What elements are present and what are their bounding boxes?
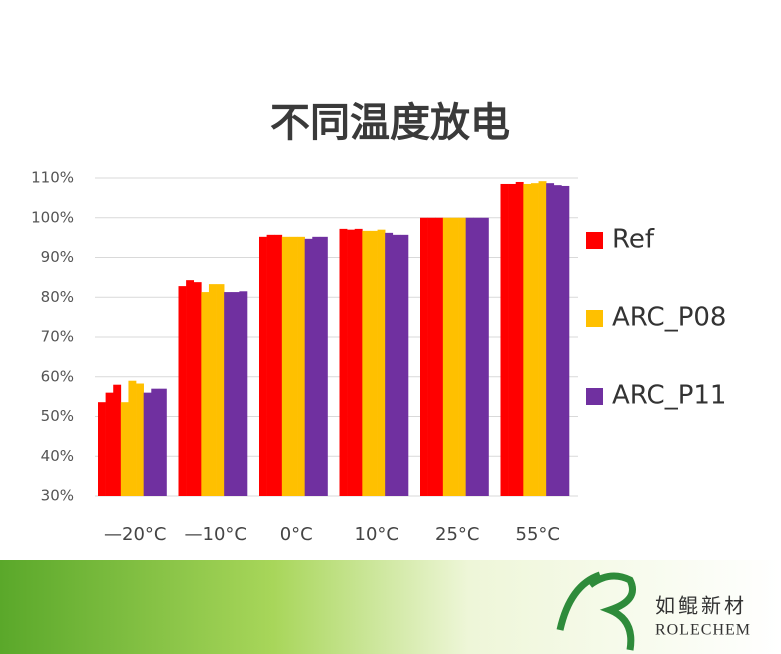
bar — [458, 217, 466, 496]
bar — [515, 181, 524, 496]
bar — [561, 185, 570, 496]
bar — [312, 236, 321, 496]
y-tick-label: 70% — [41, 328, 74, 346]
bar — [339, 228, 348, 496]
x-tick-label: 0°C — [280, 524, 313, 545]
bar — [266, 234, 275, 496]
bar — [224, 292, 233, 496]
bar — [369, 230, 378, 496]
footer-band — [0, 560, 781, 654]
bar — [201, 292, 210, 496]
logo-mark — [556, 571, 636, 651]
bar — [158, 388, 167, 496]
bar — [208, 284, 217, 496]
legend-label: Ref — [612, 225, 655, 255]
bar — [178, 286, 187, 496]
bar — [435, 217, 444, 496]
bar — [231, 292, 240, 496]
x-tick-label: —20°C — [104, 524, 166, 545]
bar — [427, 217, 436, 496]
bar — [508, 183, 517, 496]
bar — [105, 392, 114, 496]
bar — [304, 238, 313, 496]
bar — [289, 236, 298, 496]
bar — [362, 230, 371, 496]
legend-swatch — [586, 388, 603, 405]
bar — [297, 236, 305, 496]
chart-title: 不同温度放电 — [270, 100, 510, 146]
bar — [392, 234, 401, 496]
bar — [377, 229, 386, 497]
x-tick-label: —10°C — [185, 524, 247, 545]
plot: 30% 40% 50% 60% 70% 80% 90% 100% 110% —20°C —10°C 0… — [31, 169, 726, 546]
bar — [347, 229, 356, 497]
bar — [98, 402, 106, 496]
bar — [120, 402, 129, 496]
bar — [450, 217, 459, 496]
logo-cn: 如鲲新材 — [655, 594, 747, 618]
legend-swatch — [586, 232, 603, 249]
bar — [538, 181, 547, 496]
bar — [151, 388, 160, 496]
bar — [274, 234, 283, 496]
bar — [385, 232, 394, 497]
bar — [523, 183, 532, 496]
bar — [546, 183, 555, 497]
bar — [530, 183, 539, 497]
y-tick-label: 80% — [41, 288, 74, 306]
bar — [420, 217, 428, 496]
bar — [113, 384, 122, 496]
y-tick-label: 50% — [41, 407, 74, 425]
legend-label: ARC_P11 — [612, 381, 726, 411]
bar — [259, 236, 267, 496]
bar — [128, 380, 137, 496]
bar — [193, 282, 202, 496]
bar — [480, 217, 489, 496]
x-tick-label: 25°C — [435, 524, 479, 545]
bar — [186, 280, 195, 496]
bar — [500, 183, 509, 496]
x-tick-label: 55°C — [516, 524, 560, 545]
x-tick-label: 10°C — [355, 524, 399, 545]
y-tick-label: 40% — [41, 447, 74, 465]
legend-swatch — [586, 310, 603, 327]
bar — [319, 236, 328, 496]
bar — [239, 291, 248, 496]
bar — [553, 185, 562, 496]
bar — [354, 228, 363, 496]
y-tick-label: 110% — [31, 169, 74, 187]
legend-label: ARC_P08 — [612, 303, 726, 333]
bar — [136, 383, 144, 496]
bar — [216, 284, 225, 496]
bar — [400, 234, 409, 496]
y-tick-label: 90% — [41, 248, 74, 266]
y-tick-label: 60% — [41, 367, 74, 385]
bar — [465, 217, 474, 496]
y-tick-label: 30% — [41, 487, 74, 505]
bar — [143, 392, 152, 496]
logo-en: ROLECHEM — [655, 622, 751, 639]
bar — [473, 217, 482, 496]
bar — [442, 217, 451, 496]
y-tick-label: 100% — [31, 208, 74, 226]
bar — [281, 236, 290, 496]
